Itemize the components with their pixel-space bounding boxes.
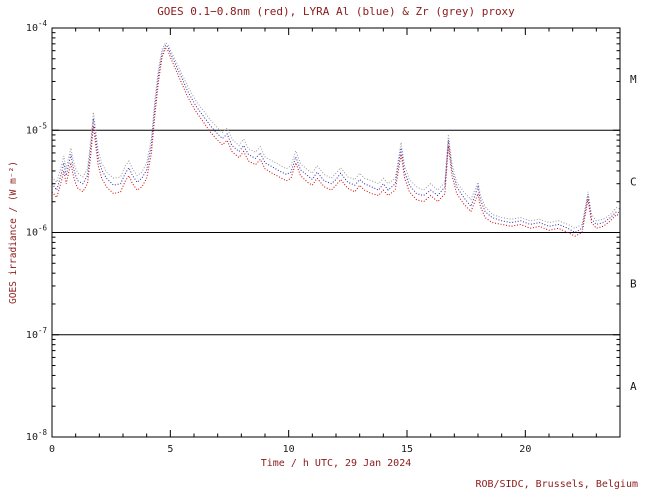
x-tick-label: 10	[283, 444, 295, 455]
x-tick-label: 15	[401, 444, 413, 455]
y-tick-label: 10-4	[26, 19, 48, 34]
y-tick-label: 10-6	[26, 224, 48, 239]
x-axis-label: Time / h UTC, 29 Jan 2024	[260, 458, 412, 469]
series-goes-0-1-0-8nm	[51, 47, 621, 237]
flare-class-label-c: C	[630, 175, 637, 188]
x-tick-label: 20	[519, 444, 531, 455]
x-tick-label: 5	[167, 444, 173, 455]
credit-text: ROB/SIDC, Brussels, Belgium	[475, 479, 638, 490]
y-tick-label: 10-5	[26, 121, 47, 136]
y-tick-label: 10-7	[26, 326, 47, 341]
flare-class-label-a: A	[630, 380, 637, 393]
series-lyra-al	[51, 44, 621, 234]
series-zr-proxy	[51, 41, 621, 229]
flare-class-label-b: B	[630, 278, 637, 291]
x-tick-label: 0	[49, 444, 55, 455]
chart-title: GOES 0.1−0.8nm (red), LYRA Al (blue) & Z…	[157, 5, 515, 18]
flare-class-label-m: M	[630, 73, 637, 86]
y-tick-label: 10-8	[26, 428, 48, 443]
